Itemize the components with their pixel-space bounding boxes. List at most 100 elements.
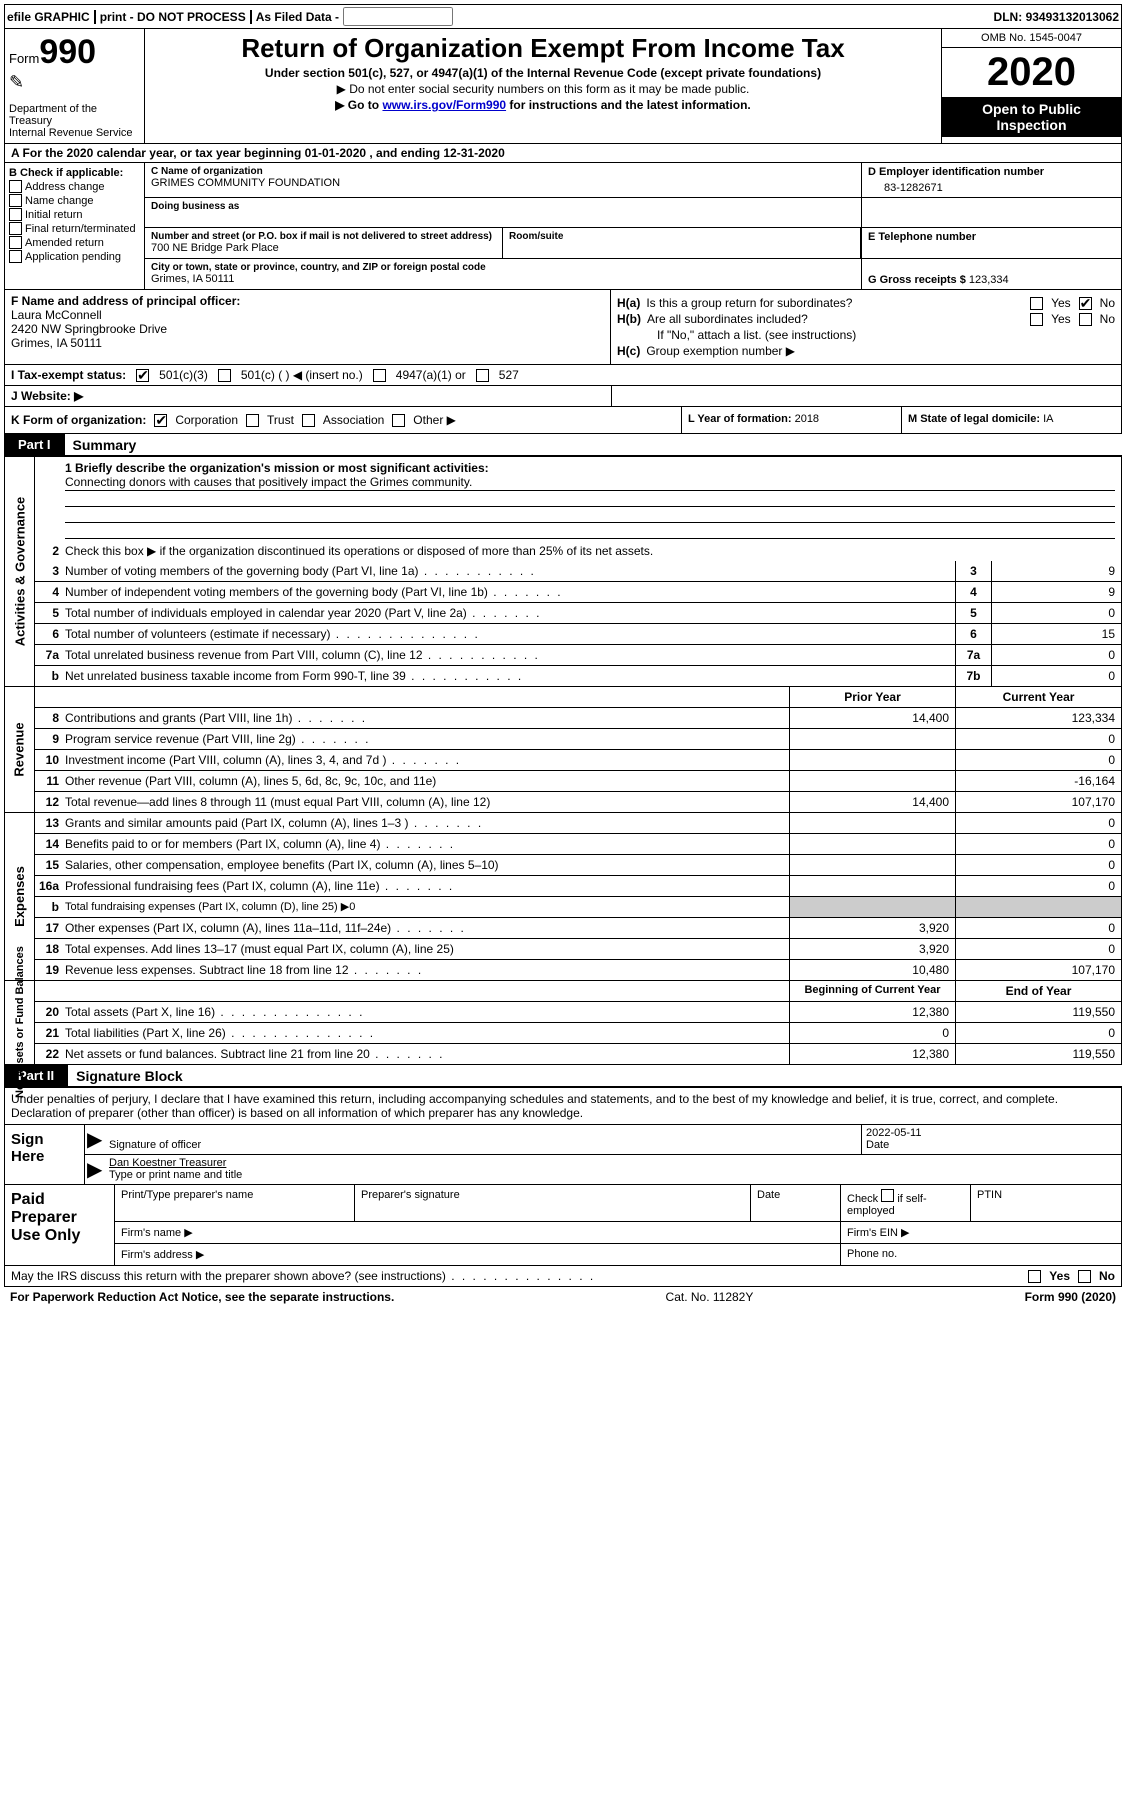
l12t: Total revenue—add lines 8 through 11 (mu… — [61, 792, 789, 812]
s1-label: 1 Briefly describe the organization's mi… — [65, 461, 489, 475]
summary-box: Activities & Governance 1 Briefly descri… — [4, 455, 1122, 1065]
firm-phone-label: Phone no. — [841, 1244, 1121, 1265]
part2-header: Part II Signature Block — [4, 1065, 1122, 1086]
vert-governance: Activities & Governance — [12, 497, 27, 647]
l10t: Investment income (Part VIII, column (A)… — [61, 750, 789, 770]
self-emp-pre: Check — [847, 1193, 878, 1205]
l22c1: 12,380 — [789, 1044, 955, 1064]
yes-label2: Yes — [1051, 312, 1071, 326]
vert-netassets: Net Assets or Fund Balances — [13, 947, 25, 1099]
opt-pending: Application pending — [25, 251, 121, 263]
chk-4947[interactable] — [373, 369, 386, 382]
row-a: A For the 2020 calendar year, or tax yea… — [4, 144, 1122, 163]
l15c2: 0 — [955, 855, 1121, 875]
l18c2: 0 — [955, 939, 1121, 959]
officer-street: 2420 NW Springbrooke Drive — [11, 322, 167, 336]
d-ein-label: D Employer identification number — [868, 166, 1115, 178]
chk-name[interactable] — [9, 194, 22, 207]
l7bv: 0 — [991, 666, 1121, 686]
form-number: 990 — [39, 33, 96, 71]
irs-yes[interactable] — [1028, 1270, 1041, 1283]
chk-address[interactable] — [9, 180, 22, 193]
chk-other[interactable] — [392, 414, 405, 427]
irs-link[interactable]: www.irs.gov/Form990 — [382, 98, 506, 112]
l5n: 5 — [35, 603, 61, 623]
l17c1: 3,920 — [789, 918, 955, 938]
omb-number: OMB No. 1545-0047 — [942, 29, 1121, 48]
l15c1 — [789, 855, 955, 875]
l14c1 — [789, 834, 955, 854]
hb-yes[interactable] — [1030, 313, 1043, 326]
l7bln: 7b — [955, 666, 991, 686]
asfiled-input[interactable] — [343, 7, 453, 26]
l7bt: Net unrelated business taxable income fr… — [61, 666, 955, 686]
footer-right-pre: Form — [1025, 1290, 1058, 1304]
l19t: Revenue less expenses. Subtract line 18 … — [61, 960, 789, 980]
signature-block: Under penalties of perjury, I declare th… — [4, 1086, 1122, 1266]
chk-self-employed[interactable] — [881, 1189, 894, 1202]
chk-final[interactable] — [9, 222, 22, 235]
street-label: Number and street (or P.O. box if mail i… — [151, 231, 496, 242]
chk-501c[interactable] — [218, 369, 231, 382]
chk-amended[interactable] — [9, 236, 22, 249]
l12c1: 14,400 — [789, 792, 955, 812]
hb-text: Are all subordinates included? — [647, 312, 808, 326]
ha-no[interactable] — [1079, 297, 1092, 310]
l4n: 4 — [35, 582, 61, 602]
l7an: 7a — [35, 645, 61, 665]
l3n: 3 — [35, 561, 61, 581]
open-inspection: Open to Public Inspection — [942, 97, 1121, 137]
l3t: Number of voting members of the governin… — [61, 561, 955, 581]
l18c1: 3,920 — [789, 939, 955, 959]
efile-label: efile GRAPHIC — [7, 10, 90, 24]
hb-note: If "No," attach a list. (see instruction… — [657, 328, 856, 342]
l20c2: 119,550 — [955, 1002, 1121, 1022]
l7at: Total unrelated business revenue from Pa… — [61, 645, 955, 665]
prep-name-label: Print/Type preparer's name — [115, 1185, 355, 1221]
irs-no-label: No — [1099, 1269, 1115, 1283]
l14c2: 0 — [955, 834, 1121, 854]
k-label: K Form of organization: — [11, 413, 146, 427]
section-fh: F Name and address of principal officer:… — [4, 290, 1122, 365]
gross-value: 123,334 — [969, 274, 1009, 286]
chk-pending[interactable] — [9, 250, 22, 263]
l13c2: 0 — [955, 813, 1121, 833]
l8c2: 123,334 — [955, 708, 1121, 728]
l9n: 9 — [35, 729, 61, 749]
paid-preparer-label: Paid Preparer Use Only — [5, 1185, 115, 1265]
l11c2: -16,164 — [955, 771, 1121, 791]
row-j: J Website: ▶ — [4, 386, 1122, 407]
hb-label: H(b) — [617, 312, 641, 326]
sign-here-label: Sign Here — [5, 1125, 85, 1184]
l21c2: 0 — [955, 1023, 1121, 1043]
l17n: 17 — [35, 918, 61, 938]
l18t: Total expenses. Add lines 13–17 (must eq… — [61, 939, 789, 959]
chk-trust[interactable] — [246, 414, 259, 427]
chk-501c3[interactable] — [136, 369, 149, 382]
l11t: Other revenue (Part VIII, column (A), li… — [61, 771, 789, 791]
l5t: Total number of individuals employed in … — [61, 603, 955, 623]
dept-label: Department of the Treasury — [9, 103, 140, 127]
chk-corp[interactable] — [154, 414, 167, 427]
l16an: 16a — [35, 876, 61, 896]
opt-corp: Corporation — [175, 413, 238, 427]
ha-yes[interactable] — [1030, 297, 1043, 310]
vert-expenses: Expenses — [12, 866, 27, 927]
l13n: 13 — [35, 813, 61, 833]
city-value: Grimes, IA 50111 — [151, 273, 855, 285]
chk-assoc[interactable] — [302, 414, 315, 427]
hb-no[interactable] — [1079, 313, 1092, 326]
l12c2: 107,170 — [955, 792, 1121, 812]
ein-value: 83-1282671 — [868, 178, 1115, 194]
opt-527: 527 — [499, 368, 519, 382]
l20n: 20 — [35, 1002, 61, 1022]
chk-initial[interactable] — [9, 208, 22, 221]
l16bt: Total fundraising expenses (Part IX, col… — [61, 897, 789, 917]
sig-date: 2022-05-11 — [866, 1127, 921, 1139]
l3ln: 3 — [955, 561, 991, 581]
opt-final: Final return/terminated — [25, 223, 136, 235]
page-footer: For Paperwork Reduction Act Notice, see … — [4, 1287, 1122, 1307]
chk-527[interactable] — [476, 369, 489, 382]
irs-no[interactable] — [1078, 1270, 1091, 1283]
prior-year-hdr: Prior Year — [789, 687, 955, 707]
